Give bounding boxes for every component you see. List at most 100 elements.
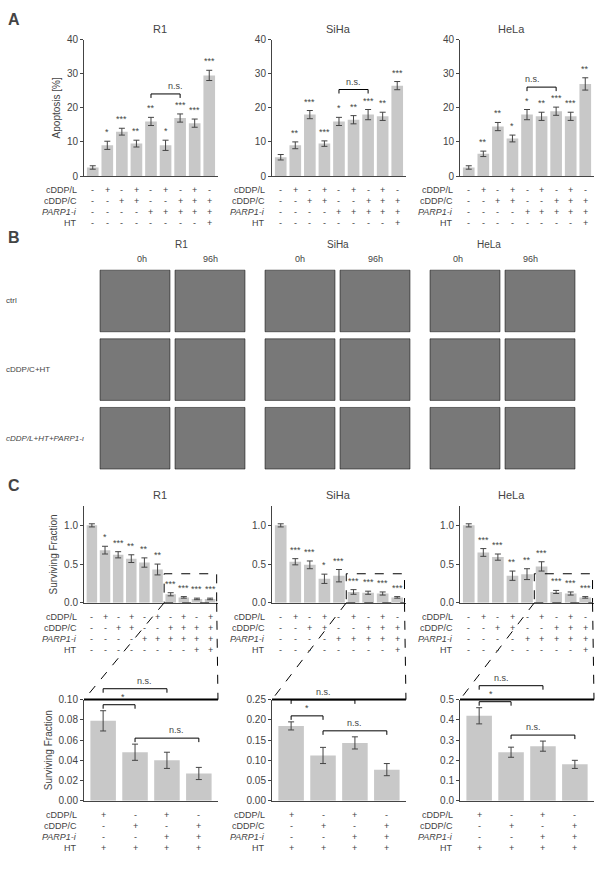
svg-text:-: - [149,185,152,195]
svg-text:-: - [511,218,514,228]
svg-text:+: + [352,832,357,842]
svg-text:-: - [496,207,499,217]
svg-text:-: - [106,207,109,217]
svg-text:+: + [509,821,514,831]
svg-text:-: - [120,207,123,217]
svg-text:+: + [395,623,400,633]
svg-text:+: + [510,185,515,195]
svg-text:+: + [293,612,298,622]
svg-text:HT: HT [440,645,452,655]
svg-text:-: - [541,821,544,831]
svg-text:30: 30 [255,68,267,79]
svg-text:30: 30 [67,68,79,79]
svg-text:-: - [337,645,340,655]
svg-text:-: - [106,218,109,228]
svg-text:-: - [106,196,109,206]
svg-text:-: - [540,196,543,206]
svg-text:cDDP/C: cDDP/C [232,623,265,633]
svg-text:+: + [208,645,213,655]
svg-text:-: - [169,612,172,622]
svg-text:cDDP/L: cDDP/L [46,810,77,820]
svg-text:+: + [164,832,169,842]
svg-text:-: - [337,612,340,622]
svg-text:***: *** [290,545,301,555]
svg-text:-: - [104,645,107,655]
svg-text:**: ** [523,555,531,565]
svg-text:+: + [380,185,385,195]
svg-text:-: - [352,196,355,206]
svg-text:-: - [367,612,370,622]
svg-text:***: *** [175,100,186,110]
svg-text:+: + [194,634,199,644]
svg-text:0.2: 0.2 [440,755,454,766]
svg-text:-: - [294,207,297,217]
svg-text:+: + [540,810,545,820]
svg-text:cDDP/L: cDDP/L [234,185,265,195]
svg-text:+: + [181,612,186,622]
svg-text:+: + [477,843,482,853]
svg-text:+: + [192,185,197,195]
svg-text:-: - [117,645,120,655]
svg-text:-: - [322,810,325,820]
svg-text:-: - [511,634,514,644]
svg-text:+: + [395,196,400,206]
svg-text:-: - [555,645,558,655]
svg-text:cDDP/C: cDDP/C [232,196,265,206]
svg-text:HeLa: HeLa [477,239,501,250]
svg-text:1.0: 1.0 [440,520,454,531]
svg-text:-: - [290,821,293,831]
svg-text:-: - [308,634,311,644]
svg-text:-: - [467,645,470,655]
svg-text:HT: HT [252,843,264,853]
svg-text:***: *** [392,583,403,593]
svg-text:***: *** [333,556,344,566]
svg-text:-: - [193,218,196,228]
svg-text:-: - [91,207,94,217]
svg-text:HT: HT [64,645,76,655]
svg-text:*: * [103,532,107,542]
svg-text:-: - [104,623,107,633]
svg-text:-: - [496,612,499,622]
svg-text:0.10: 0.10 [59,694,79,705]
svg-text:-: - [496,634,499,644]
svg-text:-: - [584,185,587,195]
svg-text:+: + [142,634,147,644]
svg-text:-: - [279,634,282,644]
svg-text:+: + [568,207,573,217]
svg-text:-: - [540,623,543,633]
svg-text:SiHa: SiHa [327,239,349,250]
svg-text:+: + [539,612,544,622]
svg-text:***: *** [551,93,562,103]
svg-text:+: + [101,810,106,820]
svg-text:+: + [554,623,559,633]
svg-text:+: + [583,218,588,228]
svg-text:-: - [526,185,529,195]
svg-text:+: + [322,612,327,622]
svg-text:0: 0 [448,171,454,182]
svg-text:-: - [511,645,514,655]
svg-text:*: * [337,103,341,113]
svg-text:-: - [294,645,297,655]
svg-text:+: + [103,612,108,622]
svg-text:+: + [568,185,573,195]
svg-text:**: ** [350,102,358,112]
svg-text:cDDP/C: cDDP/C [420,196,453,206]
svg-text:-: - [482,207,485,217]
svg-text:-: - [134,832,137,842]
svg-text:***: *** [204,56,215,66]
svg-text:+: + [155,634,160,644]
svg-text:-: - [164,218,167,228]
svg-text:+: + [380,207,385,217]
svg-text:+: + [307,623,312,633]
svg-text:+: + [336,634,341,644]
svg-text:+: + [572,821,577,831]
svg-text:***: *** [363,96,374,106]
svg-text:+: + [321,821,326,831]
svg-text:*: * [525,96,529,106]
svg-text:*: * [322,560,326,570]
svg-text:***: *** [304,547,315,557]
svg-text:0.0: 0.0 [440,597,454,608]
svg-text:+: + [539,185,544,195]
svg-text:C: C [8,477,20,494]
svg-text:-: - [90,634,93,644]
